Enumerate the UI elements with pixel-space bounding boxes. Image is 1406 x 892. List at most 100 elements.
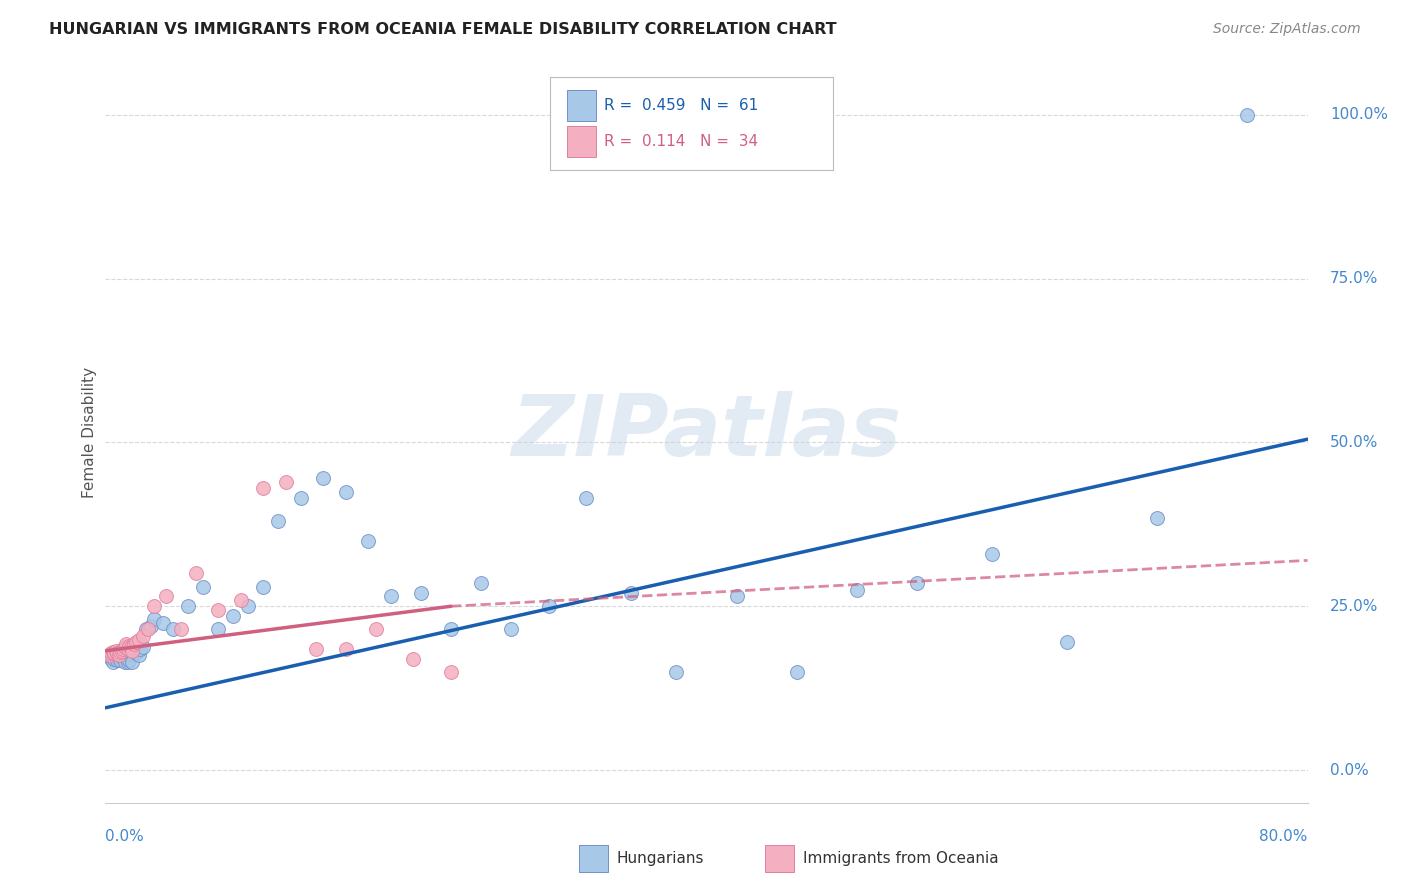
Point (786, 665, 808, 679)
Point (107, 647, 129, 661)
Point (162, 622, 184, 636)
Point (575, 491, 598, 505)
Text: Immigrants from Oceania: Immigrants from Oceania (803, 851, 998, 866)
Text: R =  0.459   N =  61: R = 0.459 N = 61 (605, 98, 759, 113)
Text: 50.0%: 50.0% (1330, 435, 1378, 450)
Point (312, 471, 335, 485)
Point (440, 665, 463, 679)
Point (665, 665, 688, 679)
Point (107, 653, 129, 667)
Point (409, 586, 432, 600)
Point (222, 609, 245, 624)
Point (142, 612, 165, 626)
Text: R =  0.114   N =  34: R = 0.114 N = 34 (605, 134, 758, 149)
Point (290, 491, 312, 505)
Point (501, 622, 523, 636)
Point (104, 650, 127, 665)
Point (114, 647, 136, 661)
Point (129, 641, 152, 656)
Point (620, 586, 643, 600)
Point (357, 533, 380, 548)
Point (98, 648, 121, 663)
Y-axis label: Female Disability: Female Disability (82, 367, 97, 499)
Point (155, 590, 177, 604)
Point (103, 651, 125, 665)
Point (124, 647, 146, 661)
Point (845, 582, 868, 597)
Point (229, 592, 252, 607)
Point (115, 637, 138, 651)
Point (335, 484, 357, 499)
Point (110, 648, 132, 663)
Point (100, 647, 122, 661)
Point (101, 655, 124, 669)
Point (111, 650, 134, 665)
Point (725, 590, 748, 604)
Point (108, 650, 131, 665)
Point (120, 648, 142, 663)
Point (252, 580, 274, 594)
Point (118, 639, 141, 653)
Point (128, 633, 150, 648)
Point (1236, 108, 1258, 122)
Text: 25.0%: 25.0% (1330, 599, 1378, 614)
Point (169, 622, 191, 636)
FancyBboxPatch shape (579, 845, 607, 872)
Point (103, 647, 125, 661)
Point (122, 637, 145, 651)
Point (470, 576, 492, 591)
Text: 100.0%: 100.0% (1330, 107, 1388, 122)
Point (120, 640, 142, 654)
Text: Source: ZipAtlas.com: Source: ZipAtlas.com (1213, 22, 1361, 37)
Point (142, 599, 165, 614)
Point (402, 651, 425, 665)
Point (114, 640, 136, 654)
Point (335, 641, 357, 656)
Text: 75.0%: 75.0% (1330, 271, 1378, 286)
Point (132, 640, 155, 654)
Point (110, 653, 132, 667)
Point (305, 641, 328, 656)
Point (121, 655, 143, 669)
Point (440, 622, 463, 636)
Point (104, 644, 127, 658)
Point (107, 648, 129, 663)
Point (1056, 635, 1078, 649)
Point (115, 650, 138, 665)
Point (98, 648, 121, 663)
Point (905, 576, 928, 591)
Text: 0.0%: 0.0% (1330, 763, 1369, 778)
Point (101, 645, 124, 659)
Point (207, 622, 229, 636)
Text: HUNGARIAN VS IMMIGRANTS FROM OCEANIA FEMALE DISABILITY CORRELATION CHART: HUNGARIAN VS IMMIGRANTS FROM OCEANIA FEM… (49, 22, 837, 37)
Point (136, 622, 159, 636)
FancyBboxPatch shape (567, 126, 596, 157)
Point (139, 619, 162, 633)
Point (238, 599, 260, 614)
FancyBboxPatch shape (550, 78, 832, 169)
Point (274, 475, 297, 489)
Point (132, 629, 155, 643)
Point (267, 514, 290, 528)
Point (118, 644, 141, 658)
Point (112, 641, 135, 656)
Point (111, 644, 134, 658)
Point (118, 653, 141, 667)
FancyBboxPatch shape (765, 845, 794, 872)
Point (117, 655, 139, 669)
Point (125, 644, 148, 658)
Point (100, 651, 122, 665)
Point (114, 655, 136, 669)
Point (117, 647, 139, 661)
Text: 0.0%: 0.0% (105, 829, 145, 844)
Point (112, 648, 135, 663)
Point (252, 481, 274, 495)
Point (207, 602, 229, 616)
Point (177, 599, 200, 614)
Text: ZIPatlas: ZIPatlas (512, 391, 901, 475)
Point (124, 635, 146, 649)
Point (110, 645, 132, 659)
Point (117, 641, 139, 656)
Point (191, 580, 214, 594)
Point (1146, 510, 1168, 524)
